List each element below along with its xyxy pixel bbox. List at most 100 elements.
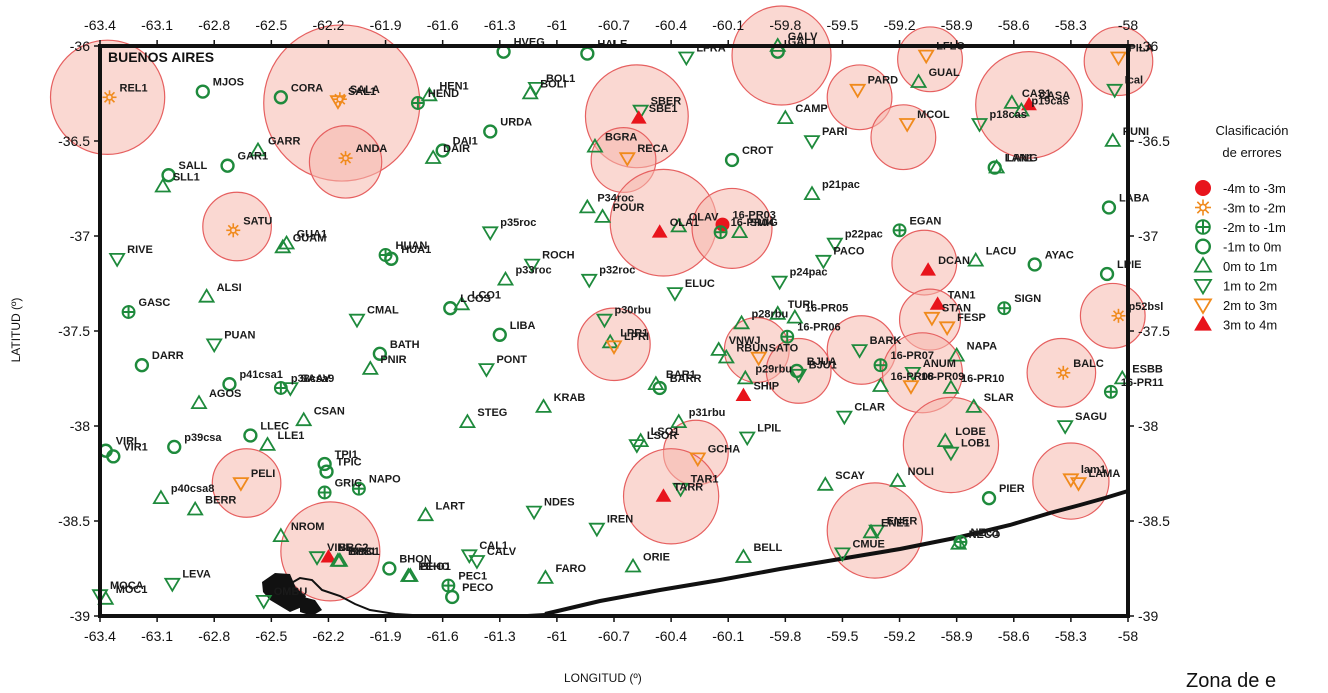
station-marker[interactable] [965, 398, 983, 413]
station-marker[interactable] [243, 428, 258, 443]
station-marker[interactable] [186, 500, 204, 516]
station-marker[interactable] [1111, 308, 1126, 323]
station-marker[interactable] [814, 254, 832, 270]
station-marker[interactable] [317, 485, 332, 500]
station-marker[interactable] [348, 313, 366, 329]
station-marker[interactable] [121, 305, 136, 319]
station-marker[interactable] [102, 90, 117, 105]
station-marker[interactable] [351, 481, 366, 496]
station-marker[interactable] [195, 84, 210, 99]
station-marker[interactable] [942, 446, 960, 462]
station-marker[interactable] [803, 185, 821, 201]
station-marker[interactable] [320, 549, 337, 563]
station-marker[interactable] [826, 237, 844, 253]
station-marker[interactable] [734, 548, 753, 563]
station-marker[interactable] [738, 431, 756, 447]
station-marker[interactable] [1104, 132, 1122, 147]
station-marker[interactable] [605, 340, 623, 355]
station-marker[interactable] [938, 321, 956, 336]
station-marker[interactable] [588, 522, 606, 538]
station-marker[interactable] [750, 351, 768, 367]
station-marker[interactable] [630, 110, 647, 124]
station-marker[interactable] [713, 225, 728, 240]
station-marker[interactable] [1109, 51, 1128, 67]
station-marker[interactable] [835, 410, 853, 426]
station-marker[interactable] [816, 476, 834, 491]
station-marker[interactable] [710, 341, 728, 356]
station-marker[interactable] [272, 527, 290, 542]
station-marker[interactable] [232, 477, 250, 492]
station-marker[interactable] [492, 327, 507, 342]
station-marker[interactable] [594, 208, 612, 223]
station-marker[interactable] [967, 251, 985, 267]
station-marker[interactable] [458, 413, 476, 429]
station-marker[interactable] [851, 344, 869, 359]
station-marker[interactable] [384, 251, 399, 266]
station-marker[interactable] [1062, 473, 1080, 488]
station-marker[interactable] [420, 86, 438, 102]
station-marker[interactable] [445, 589, 460, 605]
station-marker[interactable] [803, 135, 821, 150]
station-marker[interactable] [441, 578, 456, 593]
station-marker[interactable] [108, 252, 126, 268]
station-marker[interactable] [849, 83, 867, 99]
station-marker[interactable] [910, 73, 928, 88]
station-marker[interactable] [902, 380, 920, 395]
station-marker[interactable] [338, 151, 353, 166]
station-marker[interactable] [1101, 200, 1117, 215]
station-marker[interactable] [443, 301, 458, 316]
station-marker[interactable] [205, 338, 223, 354]
station-marker[interactable] [163, 577, 181, 593]
station-marker[interactable] [953, 534, 968, 549]
station-marker[interactable] [134, 358, 150, 373]
station-marker[interactable] [580, 46, 595, 61]
station-marker[interactable] [652, 380, 667, 396]
station-marker[interactable] [1021, 96, 1037, 111]
station-marker[interactable] [329, 552, 347, 567]
station-marker[interactable] [670, 413, 688, 429]
station-marker[interactable] [595, 313, 614, 329]
station-marker[interactable] [780, 329, 795, 344]
station-marker[interactable] [468, 555, 486, 570]
station-marker[interactable] [295, 411, 313, 427]
station-marker[interactable] [732, 314, 751, 330]
station-marker[interactable] [672, 482, 690, 498]
station-marker[interactable] [586, 137, 604, 153]
station-marker[interactable] [255, 595, 273, 610]
station-marker[interactable] [361, 360, 379, 375]
station-marker[interactable] [1103, 384, 1118, 399]
station-marker[interactable] [677, 51, 695, 67]
station-marker[interactable] [868, 524, 886, 540]
station-marker[interactable] [970, 118, 989, 133]
station-marker[interactable] [889, 472, 907, 487]
station-marker[interactable] [1056, 365, 1071, 380]
station-marker[interactable] [618, 152, 636, 167]
station-marker[interactable] [308, 551, 326, 566]
station-marker[interactable] [904, 366, 922, 382]
station-marker[interactable] [1099, 266, 1115, 282]
station-marker[interactable] [496, 270, 515, 286]
station-marker[interactable] [651, 224, 668, 238]
station-marker[interactable] [833, 547, 852, 563]
station-marker[interactable] [525, 505, 543, 521]
station-marker[interactable] [190, 394, 208, 410]
station-marker[interactable] [1012, 101, 1030, 117]
station-marker[interactable] [249, 141, 267, 157]
station-marker[interactable] [786, 308, 804, 324]
station-marker[interactable] [424, 149, 442, 164]
station-marker[interactable] [655, 488, 672, 502]
station-marker[interactable] [578, 198, 596, 214]
station-marker[interactable] [862, 523, 880, 539]
station-marker[interactable] [624, 557, 642, 573]
station-marker[interactable] [536, 569, 555, 584]
station-marker[interactable] [167, 439, 182, 455]
station-marker[interactable] [929, 296, 946, 310]
station-marker[interactable] [481, 226, 499, 241]
station-marker[interactable] [892, 223, 907, 238]
station-marker[interactable] [580, 273, 598, 289]
station-marker[interactable] [198, 288, 216, 303]
station-marker[interactable] [873, 358, 888, 373]
station-marker[interactable] [769, 305, 787, 320]
station-marker[interactable] [273, 90, 289, 105]
station-marker[interactable] [274, 238, 292, 254]
